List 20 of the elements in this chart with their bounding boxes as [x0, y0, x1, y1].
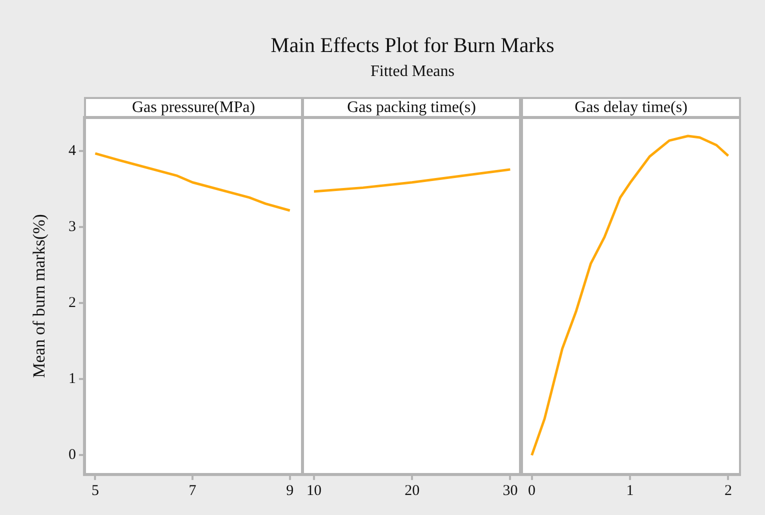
x-axis-title: Gas delay time(s)	[521, 97, 741, 118]
y-tick-label: 3	[68, 219, 76, 236]
x-tick-label: 9	[286, 482, 294, 499]
x-tick-label: 1	[626, 482, 634, 499]
y-tick-label: 1	[68, 371, 76, 388]
x-tick-label: 10	[306, 482, 322, 499]
x-tick-label: 30	[502, 482, 518, 499]
chart-title: Main Effects Plot for Burn Marks	[270, 33, 556, 58]
x-tick-label: 7	[188, 482, 197, 499]
x-tick-label: 20	[404, 482, 420, 499]
x-tick-label: 2	[724, 482, 732, 499]
y-axis-title: Mean of burn marks(%)	[30, 214, 49, 378]
y-tick-label: 0	[68, 447, 76, 464]
x-tick-label: 5	[91, 482, 99, 499]
x-tick-label: 0	[528, 482, 536, 499]
x-axis-title: Gas pressure(MPa)	[84, 97, 303, 118]
y-tick-label: 2	[68, 295, 76, 312]
x-axis-title: Gas packing time(s)	[302, 97, 521, 118]
chart-subtitle: Fitted Means	[370, 63, 456, 81]
y-tick-label: 4	[68, 143, 76, 160]
